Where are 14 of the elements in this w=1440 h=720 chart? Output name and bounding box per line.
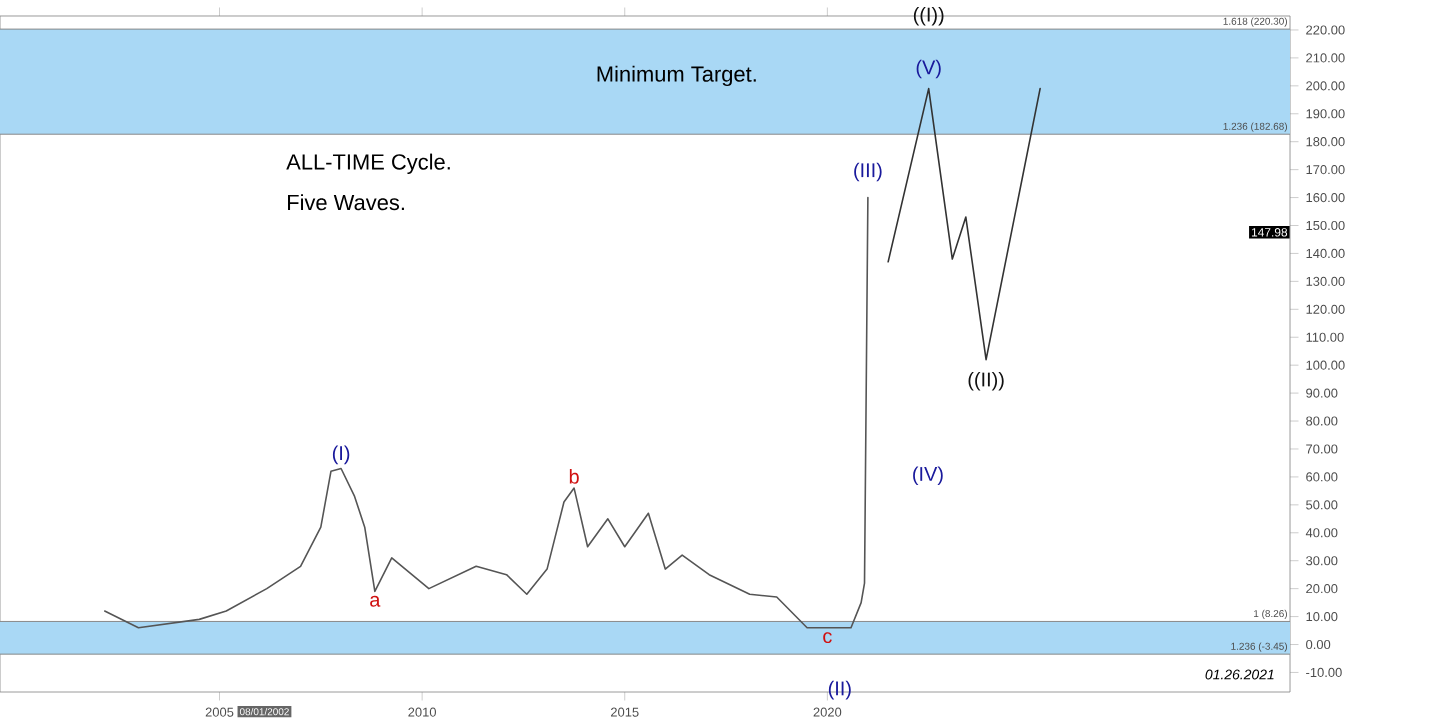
annotation: a xyxy=(370,595,381,607)
annotation: (III) xyxy=(854,162,882,182)
annotation: (II) xyxy=(828,680,851,700)
annotation: b xyxy=(569,469,579,484)
annotation: ALL-TIME Cycle. xyxy=(286,153,450,174)
annotation: Five Waves. xyxy=(288,194,404,211)
annotation: Minimum Target. xyxy=(597,65,756,87)
annotation: (V) xyxy=(916,59,941,79)
line-series xyxy=(887,87,1041,361)
annotation: ((I)) xyxy=(913,7,944,26)
annotation: (I) xyxy=(332,445,350,465)
annotation: (IV) xyxy=(913,466,943,485)
annotation: c xyxy=(823,632,832,644)
annotation: ((II)) xyxy=(968,371,1004,391)
